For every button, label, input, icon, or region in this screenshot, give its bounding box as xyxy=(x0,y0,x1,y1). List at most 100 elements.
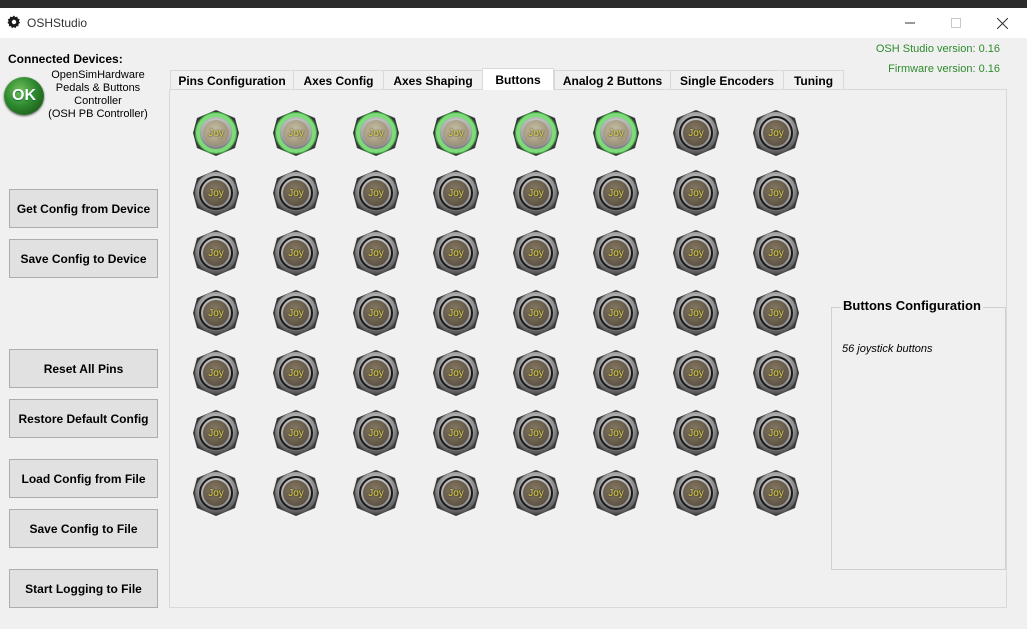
joystick-button[interactable]: Joy xyxy=(191,348,241,398)
joystick-button[interactable]: Joy xyxy=(751,168,801,218)
joystick-button-icon xyxy=(273,170,319,216)
joystick-button[interactable]: Joy xyxy=(351,468,401,518)
joystick-button-icon xyxy=(513,110,559,156)
joystick-button-icon xyxy=(593,410,639,456)
joystick-button[interactable]: Joy xyxy=(671,288,721,338)
joystick-button-icon xyxy=(513,230,559,276)
joystick-button-icon xyxy=(433,470,479,516)
joystick-button[interactable]: Joy xyxy=(671,168,721,218)
joystick-button-icon xyxy=(353,290,399,336)
minimize-icon xyxy=(905,22,915,24)
tab-axes-shaping[interactable]: Axes Shaping xyxy=(383,70,483,90)
start-logging-to-file-button[interactable]: Start Logging to File xyxy=(9,569,158,608)
joystick-button[interactable]: Joy xyxy=(511,288,561,338)
get-config-from-device-button[interactable]: Get Config from Device xyxy=(9,189,158,228)
joystick-button[interactable]: Joy xyxy=(271,468,321,518)
joystick-button[interactable]: Joy xyxy=(751,468,801,518)
joystick-button[interactable]: Joy xyxy=(431,108,481,158)
joystick-button-icon xyxy=(593,470,639,516)
joystick-button[interactable]: Joy xyxy=(351,348,401,398)
joystick-button[interactable]: Joy xyxy=(191,288,241,338)
joystick-button-icon xyxy=(593,290,639,336)
joystick-button[interactable]: Joy xyxy=(271,408,321,458)
joystick-button-icon xyxy=(753,350,799,396)
joystick-button[interactable]: Joy xyxy=(671,108,721,158)
group-title: Buttons Configuration xyxy=(841,298,983,313)
joystick-button-icon xyxy=(593,230,639,276)
joystick-button[interactable]: Joy xyxy=(191,168,241,218)
joystick-button[interactable]: Joy xyxy=(511,168,561,218)
joystick-button-icon xyxy=(353,230,399,276)
joystick-button[interactable]: Joy xyxy=(271,108,321,158)
joystick-button[interactable]: Joy xyxy=(271,288,321,338)
joystick-button[interactable]: Joy xyxy=(751,348,801,398)
joystick-button-icon xyxy=(513,170,559,216)
joystick-button[interactable]: Joy xyxy=(671,228,721,278)
joystick-button[interactable]: Joy xyxy=(351,408,401,458)
joystick-button-icon xyxy=(673,470,719,516)
joystick-button[interactable]: Joy xyxy=(191,408,241,458)
joystick-button[interactable]: Joy xyxy=(591,408,641,458)
joystick-button[interactable]: Joy xyxy=(751,288,801,338)
joystick-button-icon xyxy=(593,110,639,156)
close-button[interactable] xyxy=(979,8,1025,38)
tab-analog-2-buttons[interactable]: Analog 2 Buttons xyxy=(554,70,671,90)
tab-pins-configuration[interactable]: Pins Configuration xyxy=(170,70,294,90)
tab-single-encoders[interactable]: Single Encoders xyxy=(670,70,784,90)
joystick-button[interactable]: Joy xyxy=(511,228,561,278)
joystick-button[interactable]: Joy xyxy=(671,348,721,398)
restore-default-config-button[interactable]: Restore Default Config xyxy=(9,399,158,438)
joystick-button[interactable]: Joy xyxy=(511,408,561,458)
joystick-button[interactable]: Joy xyxy=(351,168,401,218)
joystick-button-icon xyxy=(433,110,479,156)
minimize-button[interactable] xyxy=(887,8,933,38)
joystick-button[interactable]: Joy xyxy=(351,228,401,278)
buttons-tab-panel: Joy Joy xyxy=(169,89,1007,608)
joystick-button[interactable]: Joy xyxy=(431,168,481,218)
maximize-button[interactable] xyxy=(933,8,979,38)
joystick-button[interactable]: Joy xyxy=(431,468,481,518)
joystick-button[interactable]: Joy xyxy=(671,468,721,518)
joystick-button[interactable]: Joy xyxy=(591,228,641,278)
load-config-from-file-button[interactable]: Load Config from File xyxy=(9,459,158,498)
tab-buttons[interactable]: Buttons xyxy=(482,68,554,90)
save-config-to-file-button[interactable]: Save Config to File xyxy=(9,509,158,548)
joystick-button[interactable]: Joy xyxy=(511,108,561,158)
joystick-button-icon xyxy=(193,110,239,156)
device-name[interactable]: OpenSimHardware Pedals & Buttons Control… xyxy=(46,69,150,121)
joystick-button[interactable]: Joy xyxy=(271,228,321,278)
joystick-button[interactable]: Joy xyxy=(591,288,641,338)
device-name-line: (OSH PB Controller) xyxy=(48,108,148,120)
joystick-button[interactable]: Joy xyxy=(431,288,481,338)
joystick-button[interactable]: Joy xyxy=(751,108,801,158)
joystick-button[interactable]: Joy xyxy=(431,348,481,398)
joystick-button[interactable]: Joy xyxy=(351,108,401,158)
joystick-button[interactable]: Joy xyxy=(671,408,721,458)
reset-all-pins-button[interactable]: Reset All Pins xyxy=(9,349,158,388)
joystick-button-icon xyxy=(753,290,799,336)
joystick-button[interactable]: Joy xyxy=(271,168,321,218)
save-config-to-device-button[interactable]: Save Config to Device xyxy=(9,239,158,278)
tab-axes-config[interactable]: Axes Config xyxy=(293,70,384,90)
joystick-button-icon xyxy=(273,110,319,156)
joystick-button-icon xyxy=(593,350,639,396)
tab-tuning[interactable]: Tuning xyxy=(783,70,844,90)
joystick-button[interactable]: Joy xyxy=(191,108,241,158)
joystick-button[interactable]: Joy xyxy=(591,348,641,398)
joystick-button[interactable]: Joy xyxy=(591,108,641,158)
joystick-button[interactable]: Joy xyxy=(751,228,801,278)
joystick-button[interactable]: Joy xyxy=(511,468,561,518)
joystick-button[interactable]: Joy xyxy=(431,228,481,278)
joystick-button[interactable]: Joy xyxy=(351,288,401,338)
joystick-button[interactable]: Joy xyxy=(431,408,481,458)
joystick-button[interactable]: Joy xyxy=(751,408,801,458)
joystick-button[interactable]: Joy xyxy=(511,348,561,398)
joystick-button[interactable]: Joy xyxy=(591,168,641,218)
joystick-button-grid: Joy Joy xyxy=(191,108,801,518)
joystick-button[interactable]: Joy xyxy=(271,348,321,398)
joystick-button[interactable]: Joy xyxy=(191,468,241,518)
title-bar: OSHStudio xyxy=(0,8,1027,38)
joystick-button[interactable]: Joy xyxy=(191,228,241,278)
joystick-button[interactable]: Joy xyxy=(591,468,641,518)
joystick-button-icon xyxy=(353,470,399,516)
